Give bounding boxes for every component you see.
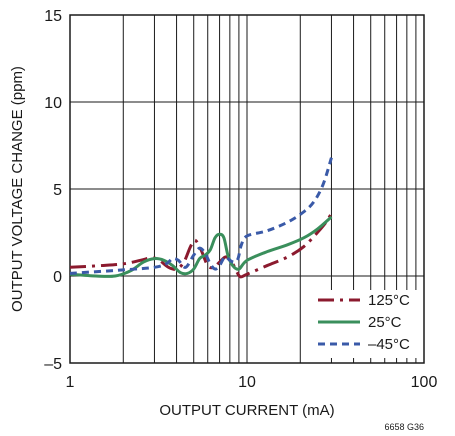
y-tick-label: –5: [44, 356, 62, 373]
x-axis-title: OUTPUT CURRENT (mA): [159, 402, 334, 419]
y-tick-labels: –5 0 5 10 15: [44, 8, 62, 373]
y-tick-label: 10: [44, 95, 62, 112]
legend-entry-25c: 25°C: [318, 314, 402, 331]
data-series: [69, 157, 333, 279]
x-tick-labels: 1 10 100: [66, 374, 438, 391]
legend-label-125c: 125°C: [368, 292, 410, 309]
plot-area-frame: [69, 14, 425, 364]
legend-label-25c: 25°C: [368, 314, 402, 331]
x-tick-label: 10: [238, 374, 256, 391]
legend: 125°C 25°C –45°C: [308, 290, 420, 358]
series-line-0: [69, 212, 333, 279]
y-tick-label: 0: [53, 269, 62, 286]
y-tick-label: 15: [44, 8, 62, 25]
y-tick-label: 5: [53, 182, 62, 199]
legend-entry-minus45c: –45°C: [318, 336, 410, 353]
legend-entry-125c: 125°C: [318, 292, 410, 309]
x-tick-label: 100: [411, 374, 438, 391]
legend-label-minus45c: –45°C: [368, 336, 410, 353]
y-axis-title: OUTPUT VOLTAGE CHANGE (ppm): [9, 66, 26, 312]
series-line-1: [69, 215, 333, 278]
figure-code: 6658 G36: [384, 422, 424, 432]
x-tick-label: 1: [66, 374, 75, 391]
